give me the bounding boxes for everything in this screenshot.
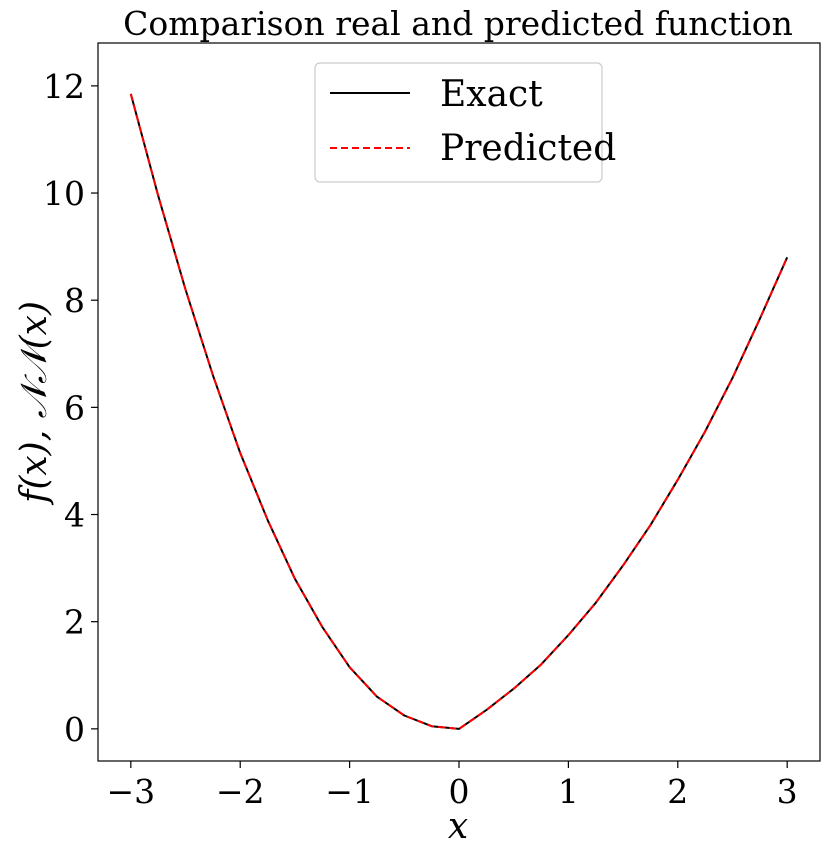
x-tick-label: 3: [777, 772, 798, 811]
y-tick-label: 6: [64, 388, 85, 427]
x-tick-label: 0: [449, 772, 470, 811]
y-tick-label: 0: [64, 710, 85, 749]
x-axis-label: x: [448, 806, 468, 847]
y-tick-label: 4: [64, 496, 85, 535]
series-line-predicted: [129, 93, 789, 730]
x-tick-label: −3: [106, 772, 155, 811]
y-tick-label: 2: [64, 603, 85, 642]
y-tick-label: 12: [43, 67, 85, 106]
x-tick-label: −1: [325, 772, 374, 811]
y-tick-label: 8: [64, 281, 85, 320]
series-line-exact: [129, 93, 789, 730]
x-tick-label: 2: [667, 772, 688, 811]
chart-title: Comparison real and predicted function: [123, 4, 793, 43]
y-tick-label: 10: [43, 174, 85, 213]
y-axis-label: f(x), 𝒩𝒩(x): [14, 301, 55, 506]
x-tick-label: 1: [558, 772, 579, 811]
legend-label-exact: Exact: [440, 74, 543, 115]
legend-label-predicted: Predicted: [440, 128, 616, 169]
x-tick-label: −2: [216, 772, 265, 811]
series-layer: [129, 93, 789, 730]
legend: Exact Predicted: [314, 62, 616, 183]
